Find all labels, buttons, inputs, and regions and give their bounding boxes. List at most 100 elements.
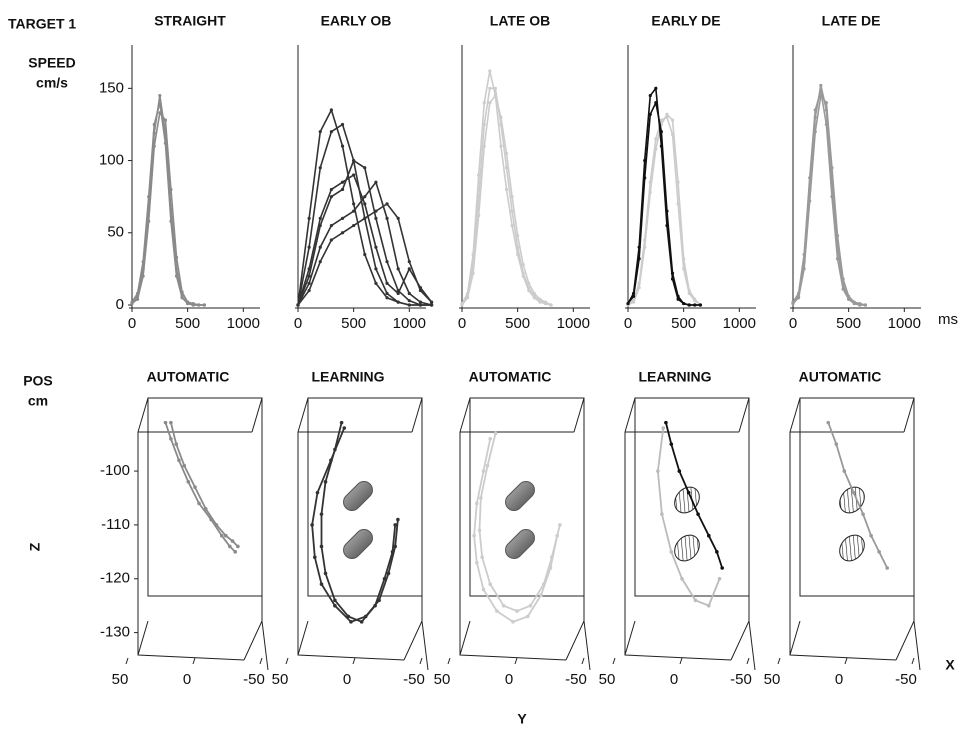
x-tick-label: 500: [341, 315, 366, 332]
speed-sample: [841, 277, 845, 281]
speed-sample: [329, 223, 333, 228]
speed-sample: [352, 209, 356, 213]
speed-sample: [363, 252, 367, 257]
chart-title: LEARNING: [311, 369, 384, 385]
y-tick-label: 50: [599, 671, 616, 688]
speed-sample: [477, 173, 481, 177]
speed-sample: [858, 303, 862, 307]
speed-sample: [180, 296, 184, 300]
speed-sample: [169, 219, 173, 223]
trajectory-sample: [228, 544, 232, 549]
speed-sample: [352, 223, 356, 228]
x-tick-label: 1000: [393, 315, 426, 332]
obstacle: [343, 481, 373, 511]
z-tick-label: -120: [100, 570, 130, 587]
x-tick-label: 0: [624, 315, 632, 332]
speed-sample: [802, 252, 806, 257]
box: [297, 397, 429, 671]
speed-sample: [654, 101, 658, 105]
y-tick: [447, 657, 451, 665]
trajectory-sample: [177, 458, 181, 463]
speed-sample: [158, 93, 162, 98]
speed-sample: [340, 216, 345, 220]
speed-sample: [648, 190, 652, 194]
obstacle: [839, 534, 865, 562]
speed-trace: [627, 100, 701, 306]
speed-sample: [141, 274, 145, 278]
speed-sample: [318, 245, 322, 249]
speed-sample: [352, 158, 356, 163]
y-tick-label: 0: [505, 671, 513, 688]
axis-line: [295, 45, 426, 309]
obstacle: [343, 529, 373, 559]
axis-line: [625, 45, 756, 309]
speed-sample: [147, 195, 151, 199]
speed-sample: [796, 291, 801, 296]
speed-sample: [471, 271, 475, 275]
speed-sample: [202, 303, 206, 307]
speed-sample: [429, 303, 434, 307]
speed-sample: [340, 122, 345, 127]
speed-sample: [307, 274, 311, 278]
speed-sample: [824, 122, 828, 127]
y-tick-label: 0: [835, 671, 843, 688]
trajectory-sample: [349, 620, 353, 624]
x-tick-label: 500: [836, 315, 861, 332]
chart-title: AUTOMATIC: [469, 369, 552, 385]
trajectory-sample: [493, 431, 498, 436]
speed-sample: [147, 219, 151, 223]
speed-trace: [461, 87, 552, 306]
trajectory: [827, 422, 889, 569]
speed-sample: [863, 303, 867, 307]
trajectory-sample: [660, 512, 664, 516]
speed-sample: [385, 260, 389, 264]
speed-sample: [488, 101, 492, 105]
speed-sample: [852, 301, 856, 306]
speed-sample: [174, 255, 179, 259]
speed-sample: [543, 300, 548, 304]
speed-sample: [516, 234, 520, 238]
y-tick-label: -50: [403, 671, 425, 688]
trajectory-sample: [661, 426, 666, 430]
speed-sample: [418, 303, 423, 307]
trajectory-sample: [717, 576, 722, 581]
speed-sample: [813, 108, 817, 112]
time-unit: ms: [938, 311, 958, 328]
speed-sample: [819, 83, 823, 88]
z-tick-label: -130: [100, 624, 130, 641]
x-tick-label: 500: [671, 315, 696, 332]
speed-sample: [329, 130, 333, 134]
speed-sample: [549, 303, 553, 307]
trajectory-sample: [315, 490, 320, 495]
trajectory-sample: [851, 490, 856, 495]
speed-sample: [527, 281, 531, 285]
speed-sample: [318, 166, 322, 170]
speed-sample: [493, 86, 497, 90]
axis-line: [459, 45, 590, 309]
trajectory-sample: [515, 609, 519, 613]
speed-sample: [180, 290, 184, 294]
speed-sample: [407, 299, 411, 303]
speed-sample: [340, 180, 345, 184]
y-tick-label: -50: [565, 671, 587, 688]
speed-sample: [307, 281, 311, 285]
trajectory-sample: [720, 566, 724, 570]
y-tick-label: 0: [183, 671, 191, 688]
speed-sample: [682, 267, 686, 271]
trajectory-sample: [707, 603, 711, 608]
speed-sample: [130, 301, 134, 306]
speed-sample: [504, 151, 509, 155]
speed-sample: [418, 286, 423, 290]
trajectory-sample: [680, 576, 684, 581]
trajectory-sample: [826, 420, 831, 425]
speed-sample: [418, 300, 423, 304]
speed-sample: [665, 209, 669, 213]
trajectory-sample: [359, 620, 364, 624]
y-tick: [777, 657, 781, 665]
chart-title: AUTOMATIC: [147, 369, 230, 385]
speed-sample: [158, 101, 162, 105]
speed-sample: [504, 166, 509, 170]
speed-sample: [296, 303, 300, 307]
trajectory: [170, 422, 239, 548]
